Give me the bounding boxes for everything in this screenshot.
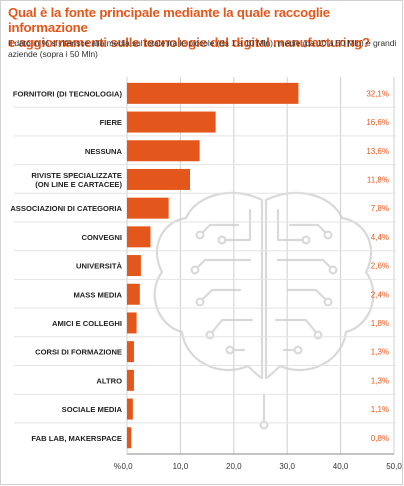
category-label: UNIVERSITÀ [76, 262, 123, 271]
x-tick-label: 30,0 [279, 462, 295, 471]
bar [127, 398, 133, 420]
value-label: 1,8% [371, 319, 389, 328]
value-label: 1,1% [371, 405, 389, 414]
category-label: SOCIALE MEDIA [62, 405, 123, 414]
category-label: FORNITORI (DI TECNOLOGIA) [13, 89, 123, 98]
chart-title: Qual è la fonte principale mediante la q… [8, 5, 370, 50]
bar [127, 168, 191, 190]
bar [127, 283, 140, 305]
value-label: 16,6% [366, 118, 389, 127]
x-tick-label: 40,0 [333, 462, 349, 471]
value-label: 0,8% [371, 434, 389, 443]
value-label: 2,4% [371, 290, 389, 299]
bar [127, 82, 299, 104]
category-label: ASSOCIAZIONI DI CATEGORIA [10, 204, 122, 213]
x-tick-label: 0,0 [121, 462, 133, 471]
bar [127, 427, 132, 449]
x-tick-label: 20,0 [226, 462, 242, 471]
value-label: 2,6% [371, 262, 389, 271]
x-axis-label: % [114, 462, 121, 471]
bar [127, 226, 151, 248]
value-label: 7,8% [371, 204, 389, 213]
value-label: 32,1% [366, 89, 389, 98]
category-label: CORSI DI FORMAZIONE [35, 348, 122, 357]
category-label: FIERE [100, 118, 122, 127]
bar [127, 255, 141, 277]
x-tick-label: 10,0 [173, 462, 189, 471]
bar [127, 197, 169, 219]
bar [127, 369, 134, 391]
category-label: ALTRO [96, 376, 122, 385]
value-label: 13,6% [366, 147, 389, 156]
bar [127, 111, 216, 133]
category-label: NESSUNA [85, 147, 123, 156]
category-label: FAB LAB, MAKERSPACE [31, 434, 122, 443]
value-label: 1,3% [371, 348, 389, 357]
category-label: RIVISTE SPECIALIZZATE (ON LINE E CARTACEE… [31, 171, 122, 189]
bar [127, 312, 137, 334]
chart-subtitle: Il dato in % si riferisce alla media sul… [8, 38, 397, 59]
value-label: 4,4% [371, 233, 389, 242]
value-label: 1,3% [371, 376, 389, 385]
value-label: 11,8% [367, 175, 389, 184]
category-label: CONVEGNI [81, 233, 122, 242]
circuit-brain-icon [153, 191, 375, 430]
category-label: AMICI E COLLEGHI [52, 319, 122, 328]
category-label: MASS MEDIA [73, 290, 122, 299]
bar [127, 140, 200, 162]
bar [127, 341, 134, 363]
x-tick-label: 50,0 [386, 462, 402, 471]
